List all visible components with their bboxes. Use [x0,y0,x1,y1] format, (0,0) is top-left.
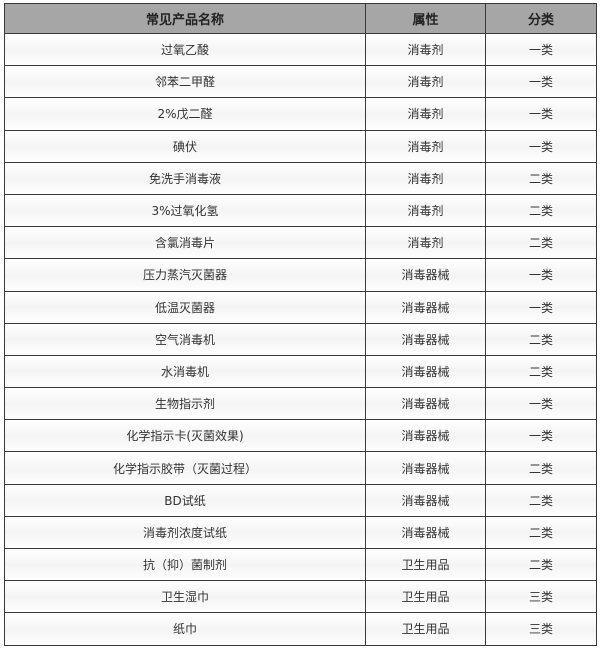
table-row: 消毒剂浓度试纸 消毒器械 二类 [4,515,597,550]
cell-attribute: 消毒器械 [365,419,486,453]
cell-attribute: 消毒器械 [365,290,486,324]
table-row: 抗（抑）菌制剂 卫生用品 二类 [4,547,597,582]
cell-attribute: 消毒剂 [365,161,486,195]
cell-category: 二类 [485,515,597,550]
header-category: 分类 [485,3,597,34]
product-classification-table: 常见产品名称 属性 分类 过氧乙酸 消毒剂 一类 邻苯二甲醛 消毒剂 一类 2%戊二醛 消毒剂… [4,3,597,646]
cell-product-name: 低温灭菌器 [4,290,366,324]
table-row: BD试纸 消毒器械 二类 [4,483,597,517]
table-row: 低温灭菌器 消毒器械 一类 [4,290,597,324]
table-row: 生物指示剂 消毒器械 一类 [4,387,597,421]
table-header-row: 常见产品名称 属性 分类 [4,3,597,34]
cell-product-name: 化学指示胶带（灭菌过程） [4,451,366,485]
cell-product-name: 过氧乙酸 [4,32,366,67]
cell-attribute: 卫生用品 [365,547,486,582]
cell-product-name: 化学指示卡(灭菌效果) [4,419,366,453]
cell-product-name: 生物指示剂 [4,387,366,421]
cell-category: 一类 [485,97,597,131]
cell-product-name: 2%戊二醛 [4,97,366,131]
cell-product-name: 压力蒸汽灭菌器 [4,258,366,292]
cell-attribute: 卫生用品 [365,580,486,614]
cell-category: 二类 [485,193,597,228]
cell-category: 二类 [485,547,597,582]
cell-category: 一类 [485,387,597,421]
cell-category: 一类 [485,65,597,99]
cell-category: 三类 [485,580,597,614]
cell-category: 二类 [485,322,597,356]
header-attribute: 属性 [365,3,486,34]
cell-product-name: 含氯消毒片 [4,226,366,260]
cell-product-name: 空气消毒机 [4,322,366,356]
table-row: 含氯消毒片 消毒剂 二类 [4,226,597,260]
cell-category: 二类 [485,161,597,195]
cell-attribute: 消毒器械 [365,483,486,517]
cell-attribute: 消毒器械 [365,258,486,292]
cell-attribute: 消毒剂 [365,65,486,99]
table-row: 水消毒机 消毒器械 二类 [4,354,597,389]
cell-product-name: 抗（抑）菌制剂 [4,547,366,582]
table-row: 卫生湿巾 卫生用品 三类 [4,580,597,614]
cell-attribute: 消毒器械 [365,322,486,356]
table-row: 空气消毒机 消毒器械 二类 [4,322,597,356]
cell-category: 三类 [485,612,597,646]
cell-product-name: 纸巾 [4,612,366,646]
cell-product-name: 免洗手消毒液 [4,161,366,195]
cell-attribute: 卫生用品 [365,612,486,646]
table-row: 邻苯二甲醛 消毒剂 一类 [4,65,597,99]
table-row: 2%戊二醛 消毒剂 一类 [4,97,597,131]
table-row: 化学指示卡(灭菌效果) 消毒器械 一类 [4,419,597,453]
cell-attribute: 消毒器械 [365,354,486,389]
table-row: 化学指示胶带（灭菌过程） 消毒器械 二类 [4,451,597,485]
cell-attribute: 消毒器械 [365,387,486,421]
cell-product-name: 水消毒机 [4,354,366,389]
cell-category: 一类 [485,258,597,292]
table-row: 碘伏 消毒剂 一类 [4,129,597,163]
cell-category: 二类 [485,354,597,389]
table-row: 纸巾 卫生用品 三类 [4,612,597,646]
cell-category: 一类 [485,419,597,453]
cell-category: 一类 [485,32,597,67]
cell-category: 二类 [485,451,597,485]
cell-attribute: 消毒剂 [365,193,486,228]
cell-product-name: 消毒剂浓度试纸 [4,515,366,550]
table-row: 过氧乙酸 消毒剂 一类 [4,32,597,67]
cell-attribute: 消毒剂 [365,97,486,131]
table-row: 免洗手消毒液 消毒剂 二类 [4,161,597,195]
cell-category: 一类 [485,290,597,324]
cell-product-name: 卫生湿巾 [4,580,366,614]
table-row: 压力蒸汽灭菌器 消毒器械 一类 [4,258,597,292]
cell-attribute: 消毒器械 [365,451,486,485]
cell-product-name: 碘伏 [4,129,366,163]
cell-attribute: 消毒剂 [365,129,486,163]
cell-attribute: 消毒剂 [365,226,486,260]
cell-attribute: 消毒剂 [365,32,486,67]
table-row: 3%过氧化氢 消毒剂 二类 [4,193,597,228]
cell-category: 二类 [485,226,597,260]
cell-product-name: BD试纸 [4,483,366,517]
header-product-name: 常见产品名称 [4,3,366,34]
cell-product-name: 3%过氧化氢 [4,193,366,228]
cell-category: 一类 [485,129,597,163]
cell-category: 二类 [485,483,597,517]
cell-attribute: 消毒器械 [365,515,486,550]
cell-product-name: 邻苯二甲醛 [4,65,366,99]
